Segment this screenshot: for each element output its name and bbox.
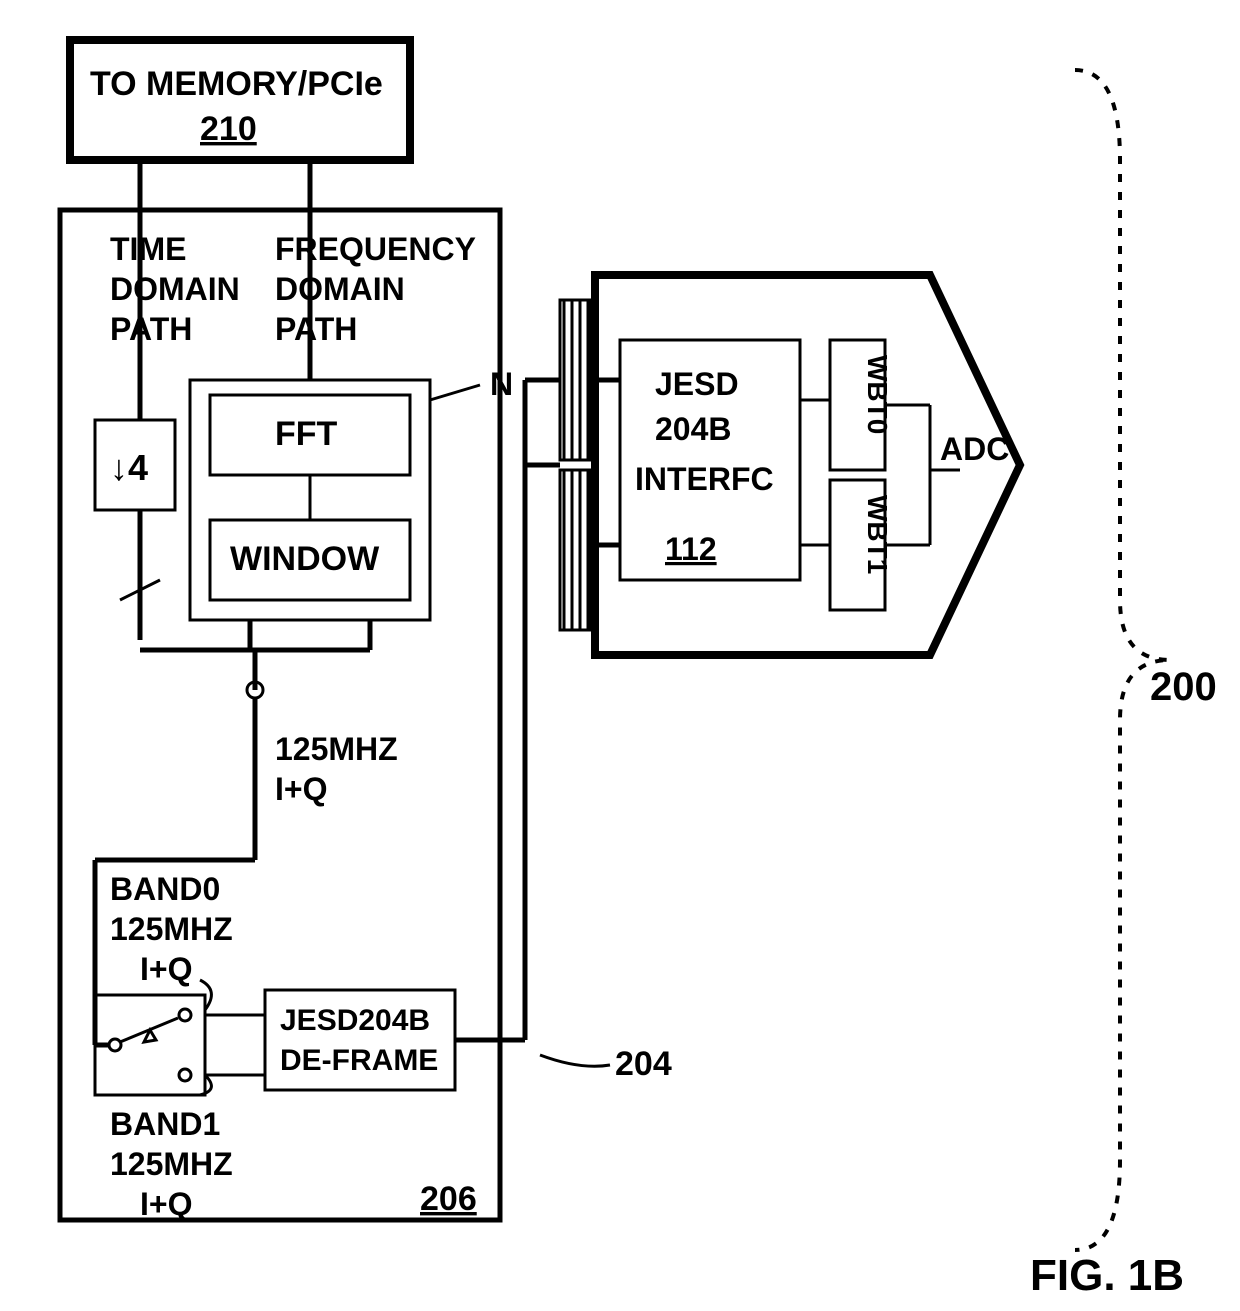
band0-l3: I+Q [140, 951, 192, 987]
band0-l2: 125MHZ [110, 911, 233, 947]
time-path-l1: TIME [110, 231, 186, 267]
adc-block: JESD 204B INTERFC 112 WBT0 WBT1 ADC [595, 275, 1020, 655]
freq-path-l3: PATH [275, 311, 357, 347]
memory-label: TO MEMORY/PCIe [90, 65, 383, 103]
freq-path-l2: DOMAIN [275, 271, 405, 307]
time-path-l3: PATH [110, 311, 192, 347]
fpga-ref: 206 [420, 1180, 477, 1218]
memory-ref: 210 [200, 110, 257, 148]
freq-path-l1: FREQUENCY [275, 231, 476, 267]
brace-label: 200 [1150, 665, 1217, 709]
deframe-l1: JESD204B [280, 1004, 430, 1037]
bus-ref: 204 [615, 1045, 672, 1083]
memory-block: TO MEMORY/PCIe 210 [70, 40, 410, 160]
window-label: WINDOW [230, 540, 380, 578]
time-path-l2: DOMAIN [110, 271, 240, 307]
rate-l1: 125MHZ [275, 731, 398, 767]
deframe-l2: DE-FRAME [280, 1044, 438, 1077]
brace: 200 [1075, 70, 1217, 1250]
band1-l2: 125MHZ [110, 1146, 233, 1182]
down4-label: ↓4 [110, 447, 148, 488]
wbt0-label: WBT0 [862, 355, 893, 434]
band1-l1: BAND1 [110, 1106, 220, 1142]
figure-label: FIG. 1B [1030, 1251, 1184, 1300]
band1-l3: I+Q [140, 1186, 192, 1222]
jesd-l1: JESD [655, 366, 739, 402]
jesd-l2: 204B [655, 411, 732, 447]
jesd-l3: INTERFC [635, 461, 774, 497]
n-label: N [490, 366, 513, 402]
adc-ref: 112 [665, 531, 717, 567]
band0-l1: BAND0 [110, 871, 220, 907]
rate-l2: I+Q [275, 771, 327, 807]
adc-label: ADC [940, 431, 1009, 467]
wbt1-label: WBT1 [862, 495, 893, 574]
fft-label: FFT [275, 415, 338, 453]
